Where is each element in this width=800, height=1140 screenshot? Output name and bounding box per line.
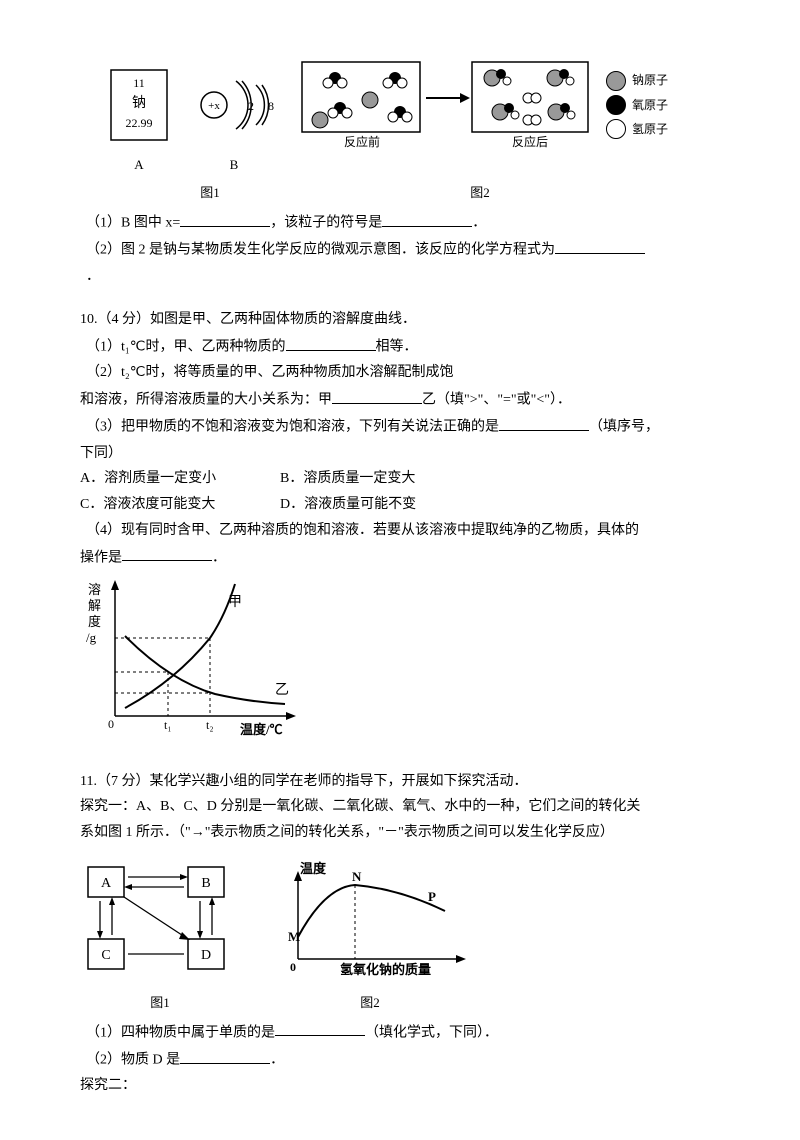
svg-text:22.99: 22.99 bbox=[126, 116, 153, 130]
svg-text:0: 0 bbox=[108, 717, 114, 731]
q10-title: 10.（4 分）如图是甲、乙两种固体物质的溶解度曲线． bbox=[80, 308, 720, 332]
atom-legend: 钠原子 氧原子 氢原子 bbox=[606, 70, 668, 139]
svg-text:t₁: t₁ bbox=[164, 718, 172, 732]
blank[interactable] bbox=[382, 210, 472, 226]
q9-part1: （1）B 图中 x=，该粒子的符号是． bbox=[80, 210, 720, 235]
question-11: 11.（7 分）某化学兴趣小组的同学在老师的指导下，开展如下探究活动． 探究一：… bbox=[80, 770, 720, 1098]
atom-structure: +x 2 8 bbox=[184, 69, 284, 141]
svg-text:D: D bbox=[201, 948, 211, 963]
svg-text:B: B bbox=[201, 876, 210, 891]
blank[interactable] bbox=[122, 545, 212, 561]
svg-text:反应后: 反应后 bbox=[512, 134, 548, 149]
svg-text:N: N bbox=[352, 869, 362, 884]
blank[interactable] bbox=[286, 334, 376, 350]
svg-text:0: 0 bbox=[290, 960, 296, 974]
label-a: A bbox=[110, 154, 168, 176]
svg-text:11: 11 bbox=[133, 76, 145, 90]
temperature-chart: 温度 0 M N P 氢氧化钠的质量 bbox=[270, 859, 470, 979]
svg-text:氢氧化钠的质量: 氢氧化钠的质量 bbox=[340, 962, 431, 977]
svg-text:度: 度 bbox=[88, 614, 101, 629]
svg-text:t₂: t₂ bbox=[206, 718, 214, 732]
svg-text:P: P bbox=[428, 889, 436, 904]
svg-text:A: A bbox=[101, 876, 112, 891]
q11-title: 11.（7 分）某化学兴趣小组的同学在老师的指导下，开展如下探究活动． bbox=[80, 770, 720, 794]
svg-text:溶: 溶 bbox=[88, 582, 101, 597]
reaction-diagram: 反应前 反应后 bbox=[300, 60, 590, 150]
question-10: 10.（4 分）如图是甲、乙两种固体物质的溶解度曲线． （1）t₁℃时，甲、乙两… bbox=[80, 308, 720, 749]
svg-text:2: 2 bbox=[248, 99, 254, 113]
svg-text:C: C bbox=[101, 948, 110, 963]
conversion-diagram: A B C D bbox=[80, 859, 240, 979]
svg-text:钠: 钠 bbox=[132, 95, 146, 111]
svg-text:/g: /g bbox=[86, 630, 97, 645]
svg-text:温度/℃: 温度/℃ bbox=[240, 722, 283, 737]
blank[interactable] bbox=[180, 1047, 270, 1063]
solubility-chart: 溶 解 度 /g 0 甲 乙 t₁ t₂ 温度/℃ bbox=[80, 576, 720, 750]
q9-captions: A B bbox=[110, 154, 720, 176]
svg-text:解: 解 bbox=[88, 598, 101, 613]
svg-text:乙: 乙 bbox=[275, 682, 289, 698]
blank[interactable] bbox=[180, 210, 270, 226]
svg-text:M: M bbox=[288, 929, 300, 944]
q11-figures: A B C D 图1 bbox=[80, 859, 720, 1014]
q9-figure-row: 11 钠 22.99 +x 2 8 反应前 反应后 bbox=[110, 60, 720, 150]
q9-figure-labels: 图1 图2 bbox=[110, 182, 720, 204]
q9-part2: （2）图 2 是钠与某物质发生化学反应的微观示意图．该反应的化学方程式为 bbox=[80, 237, 720, 262]
svg-text:反应前: 反应前 bbox=[344, 134, 380, 149]
q9-part2-end: ． bbox=[80, 265, 720, 289]
svg-text:温度: 温度 bbox=[300, 861, 327, 876]
sodium-element-box: 11 钠 22.99 bbox=[110, 69, 168, 141]
blank[interactable] bbox=[275, 1020, 365, 1036]
svg-text:+x: +x bbox=[208, 100, 220, 112]
blank[interactable] bbox=[555, 237, 645, 253]
blank[interactable] bbox=[499, 414, 589, 430]
svg-text:8: 8 bbox=[268, 99, 274, 113]
blank[interactable] bbox=[332, 387, 422, 403]
svg-text:甲: 甲 bbox=[228, 595, 242, 610]
label-b: B bbox=[184, 154, 284, 176]
